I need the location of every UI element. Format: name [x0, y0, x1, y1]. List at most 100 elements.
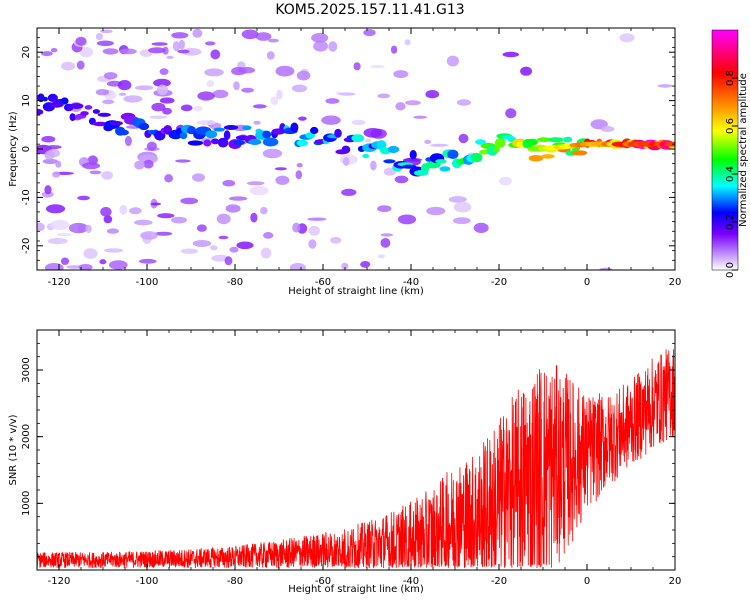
spectrogram-noise-blob	[308, 225, 320, 236]
spectrogram-noise-blob	[430, 143, 449, 147]
spectrogram-ridge-core	[664, 141, 675, 147]
snr-x-tick-label: -80	[227, 576, 243, 587]
spectrogram-noise-blob	[50, 219, 70, 230]
spectrogram-noise-blob	[99, 259, 107, 265]
snr-x-axis-label: Height of straight line (km)	[288, 584, 424, 595]
spectrogram-noise-blob	[241, 87, 254, 93]
spectrogram-ridge-blob	[475, 139, 486, 145]
spectrogram-noise-blob	[177, 49, 190, 54]
spectrogram-ridge-blob	[242, 125, 252, 131]
spectrogram-noise-blob	[101, 171, 113, 180]
spectrogram-noise-blob	[308, 239, 317, 249]
spectrogram-ridge-blob	[528, 155, 544, 162]
spectrogram-noise-blob	[102, 48, 119, 55]
spectrogram-ridge-blob	[341, 145, 351, 154]
spectrogram-ridge-blob	[334, 128, 342, 138]
colorbar-tick-label: 0.4	[725, 166, 736, 182]
snr-x-tick-label: -40	[403, 576, 419, 587]
spectrogram-noise-blob	[296, 163, 303, 168]
colorbar: 0.0 0.2 0.4 0.6 0.8 Normalized spectral ampl…	[711, 29, 749, 278]
spectrogram-ridge-blob	[470, 152, 483, 163]
spectrogram-noise-blob	[192, 28, 203, 38]
spectrogram-noise-blob	[139, 258, 157, 264]
spectrogram-noise-blob	[268, 38, 279, 43]
snr-x-tick-label: 0	[584, 576, 590, 587]
spectrogram-noise-blob	[404, 39, 411, 46]
spectrogram-noise-blob	[166, 55, 174, 59]
spectrogram-ridge-blob	[84, 105, 93, 110]
spectrogram-y-ticks: -20 -10 0 10 20	[21, 27, 675, 271]
spectrogram-noise-blob	[502, 51, 520, 58]
spectrogram-ridge-blob	[494, 138, 506, 148]
spectrogram-y-tick-label: 10	[21, 94, 32, 107]
spectrogram-noise-blob	[83, 248, 98, 259]
spectrogram-ridge-blob	[447, 149, 459, 159]
spectrogram-noise-blob	[66, 265, 83, 269]
spectrogram-noise-blob	[224, 256, 233, 266]
spectrogram-noise-blob	[134, 219, 153, 226]
spectrogram-noise-blob	[225, 204, 241, 213]
spectrogram-noise-blob	[275, 175, 290, 185]
spectrogram-noise-blob	[231, 66, 247, 76]
spectrogram-noise-blob	[45, 204, 66, 214]
spectrogram-noise-blob	[446, 55, 459, 67]
spectrogram-noise-blob	[260, 247, 272, 259]
spectrogram-noise-blob	[341, 262, 349, 270]
spectrogram-ridge-blob	[548, 137, 564, 143]
spectrogram-noise-blob	[204, 41, 216, 46]
spectrogram-noise-blob	[363, 29, 376, 37]
spectrogram-noise-blob	[196, 224, 207, 232]
spectrogram-ridge-blob	[383, 159, 396, 164]
spectrogram-noise-blob	[123, 95, 143, 103]
spectrogram-noise-blob	[178, 39, 185, 50]
spectrogram-noise-blob	[148, 47, 166, 54]
spectrogram-ridge-blob	[296, 139, 308, 147]
spectrogram-noise-blob	[413, 115, 427, 119]
spectrogram-x-ticks: -120 -100 -80 -60 -40 -20 0 20	[36, 28, 681, 288]
snr-x-tick-label: 20	[669, 576, 682, 587]
spectrogram-noise-blob	[77, 195, 90, 201]
spectrogram-noise-blob	[196, 120, 216, 126]
spectrogram-noise-blob	[236, 241, 254, 250]
spectrogram-noise-blob	[325, 98, 340, 104]
spectrogram-noise-blob	[180, 248, 198, 254]
spectrogram-noise-blob	[600, 126, 615, 132]
spectrogram-noise-blob	[298, 116, 307, 121]
spectrogram-noise-blob	[108, 260, 128, 270]
spectrogram-ridge-blob	[409, 150, 417, 160]
spectrogram-noise-blob	[162, 107, 172, 115]
spectrogram-ridge-blob	[179, 132, 188, 140]
spectrogram-noise-blob	[426, 206, 446, 216]
spectrogram-noise-blob	[321, 115, 341, 125]
spectrogram-noise-blob	[151, 102, 166, 112]
spectrogram-noise-blob	[44, 263, 64, 270]
spectrogram-noise-blob	[266, 51, 275, 60]
spectrogram-noise-blob	[41, 51, 53, 57]
spectrogram-noise-blob	[156, 84, 169, 96]
spectrogram-x-tick-label: -20	[491, 277, 507, 288]
spectrogram-ridge-blob	[435, 159, 447, 164]
spectrogram-y-axis-label: Frequency (Hz)	[8, 111, 19, 187]
snr-x-ticks: -120 -100 -80 -60 -40 -20 0 20	[36, 330, 682, 587]
spectrogram-noise-blob	[229, 246, 239, 253]
spectrogram-noise-blob	[56, 233, 72, 237]
spectrogram-noise-blob	[60, 257, 70, 265]
spectrogram-noise-blob	[76, 60, 85, 70]
spectrogram-x-tick-label: -40	[403, 277, 419, 288]
spectrogram-ridge-blob	[310, 126, 319, 135]
spectrogram-noise-blob	[390, 45, 398, 54]
spectrogram-ridge-blob	[541, 154, 555, 159]
spectrogram-ridge-blob	[351, 134, 365, 143]
spectrogram-noise-blob	[380, 238, 391, 248]
spectrogram-noise-blob	[270, 96, 279, 105]
spectrogram-noise-blob	[44, 150, 55, 160]
spectrogram-noise-blob	[85, 224, 92, 234]
spectrogram-noise-blob	[96, 40, 114, 47]
spectrogram-y-tick-label: -20	[21, 238, 32, 254]
colorbar-label: Normalized spectral amplitude	[738, 73, 749, 227]
spectrogram-noise-blob	[102, 99, 115, 105]
spectrogram-noise-blob	[313, 40, 328, 52]
spectrogram-ridge-blob	[41, 96, 48, 102]
